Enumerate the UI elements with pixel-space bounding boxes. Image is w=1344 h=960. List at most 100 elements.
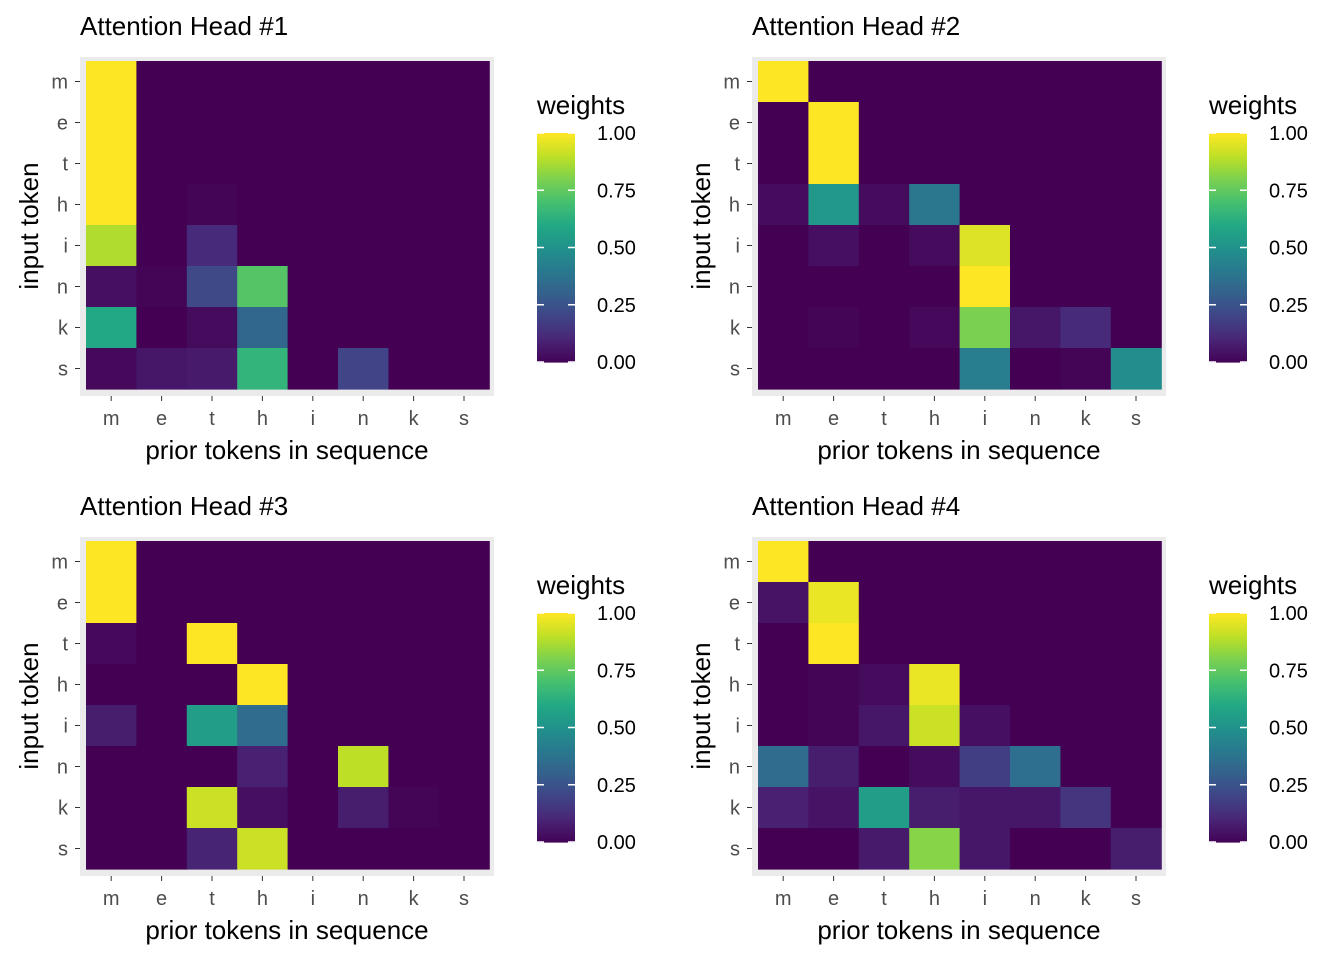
heatmap-cell bbox=[1010, 225, 1061, 267]
colorbar-segment bbox=[537, 768, 575, 772]
colorbar-segment bbox=[1209, 681, 1247, 685]
colorbar-segment bbox=[1209, 645, 1247, 648]
colorbar-segment bbox=[1209, 231, 1247, 235]
colorbar-segment bbox=[1209, 761, 1247, 765]
colorbar-segment bbox=[1209, 176, 1247, 180]
colorbar-segment bbox=[537, 729, 575, 733]
heatmap-cell bbox=[186, 541, 238, 583]
colorbar-segment bbox=[537, 633, 575, 637]
colorbar-segment bbox=[1209, 796, 1247, 800]
colorbar-segment bbox=[1209, 304, 1247, 308]
colorbar-segment bbox=[1209, 613, 1247, 616]
heatmap-cell bbox=[808, 225, 860, 267]
heatmap-cell bbox=[909, 828, 961, 870]
colorbar-segment bbox=[537, 805, 575, 809]
colorbar-segment bbox=[537, 242, 575, 246]
colorbar-segment bbox=[1209, 190, 1247, 194]
colorbar-segment bbox=[537, 615, 575, 619]
heatmap-cell bbox=[1010, 541, 1061, 583]
heatmap-cell bbox=[287, 705, 339, 747]
colorbar-segment bbox=[537, 155, 575, 159]
colorbar-segment bbox=[1209, 165, 1247, 168]
colorbar-segment bbox=[537, 690, 575, 694]
heatmap-cell bbox=[287, 184, 339, 226]
colorbar-segment bbox=[1209, 199, 1247, 203]
y-axis-title: input token bbox=[14, 162, 44, 289]
heatmap-cell bbox=[808, 184, 860, 226]
heatmap-cell bbox=[186, 348, 238, 390]
heatmap-cell bbox=[959, 307, 1011, 349]
legend-tick-label: 0.50 bbox=[597, 238, 636, 260]
colorbar-segment bbox=[1209, 318, 1247, 322]
heatmap-cell bbox=[1060, 746, 1112, 788]
legend-tick-label: 0.75 bbox=[1269, 180, 1308, 202]
colorbar-segment bbox=[537, 766, 575, 770]
colorbar-segment bbox=[537, 635, 575, 639]
colorbar-segment bbox=[537, 297, 575, 301]
colorbar-segment bbox=[537, 295, 575, 299]
y-tick-label: m bbox=[51, 552, 68, 574]
heatmap-cell bbox=[1010, 307, 1061, 349]
colorbar-segment bbox=[1209, 192, 1247, 196]
heatmap-cell bbox=[959, 705, 1011, 747]
heatmap-cell bbox=[959, 746, 1011, 788]
heatmap-cell bbox=[1060, 582, 1112, 624]
x-tick-label: s bbox=[459, 888, 469, 910]
colorbar-segment bbox=[537, 165, 575, 168]
heatmap-cell bbox=[959, 266, 1011, 308]
colorbar-segment bbox=[1209, 187, 1247, 191]
heatmap-cell bbox=[1110, 623, 1162, 665]
x-tick-label: h bbox=[929, 408, 940, 430]
colorbar-segment bbox=[1209, 764, 1247, 768]
heatmap-cell bbox=[338, 184, 389, 226]
colorbar-segment bbox=[537, 743, 575, 747]
heatmap-cell bbox=[1010, 705, 1061, 747]
heatmap-cell bbox=[136, 787, 188, 829]
heatmap-cell bbox=[237, 541, 289, 583]
heatmap-cell bbox=[136, 348, 188, 390]
colorbar-segment bbox=[1209, 297, 1247, 301]
colorbar-segment bbox=[537, 613, 575, 616]
heatmap-cell bbox=[959, 541, 1011, 583]
colorbar-segment bbox=[1209, 766, 1247, 770]
colorbar-segment bbox=[1209, 787, 1247, 790]
heatmap-cell bbox=[388, 828, 440, 870]
heatmap-cell bbox=[186, 61, 238, 103]
colorbar-segment bbox=[537, 158, 575, 162]
colorbar-segment bbox=[1209, 638, 1247, 642]
colorbar-segment bbox=[1209, 734, 1247, 738]
heatmap-cell bbox=[237, 828, 289, 870]
colorbar-segment bbox=[537, 837, 575, 841]
colorbar-segment bbox=[537, 309, 575, 313]
colorbar-segment bbox=[537, 178, 575, 182]
colorbar-segment bbox=[1209, 738, 1247, 742]
colorbar-segment bbox=[1209, 814, 1247, 818]
colorbar-segment bbox=[537, 325, 575, 329]
heatmap-cell bbox=[808, 623, 860, 665]
heatmap-cell bbox=[136, 102, 188, 144]
colorbar-segment bbox=[1209, 640, 1247, 644]
colorbar-segment bbox=[1209, 201, 1247, 205]
colorbar-segment bbox=[1209, 222, 1247, 226]
heatmap-cell bbox=[136, 623, 188, 665]
heatmap-cell bbox=[186, 102, 238, 144]
colorbar-segment bbox=[537, 667, 575, 671]
heatmap-cell bbox=[388, 143, 440, 185]
colorbar-segment bbox=[537, 814, 575, 818]
colorbar-segment bbox=[537, 133, 575, 136]
heatmap-cell bbox=[338, 623, 389, 665]
heatmap-cell bbox=[909, 307, 961, 349]
colorbar-segment bbox=[1209, 754, 1247, 758]
colorbar-segment bbox=[1209, 750, 1247, 754]
colorbar-segment bbox=[537, 757, 575, 761]
colorbar-segment bbox=[1209, 718, 1247, 722]
colorbar-segment bbox=[537, 720, 575, 724]
heatmap-cell bbox=[136, 266, 188, 308]
y-tick-label: e bbox=[729, 593, 740, 615]
colorbar-segment bbox=[1209, 144, 1247, 148]
colorbar-segment bbox=[1209, 261, 1247, 265]
x-tick-label: h bbox=[257, 888, 268, 910]
y-tick-label: i bbox=[736, 716, 740, 738]
heatmap-cell bbox=[438, 143, 490, 185]
colorbar-segment bbox=[537, 336, 575, 340]
